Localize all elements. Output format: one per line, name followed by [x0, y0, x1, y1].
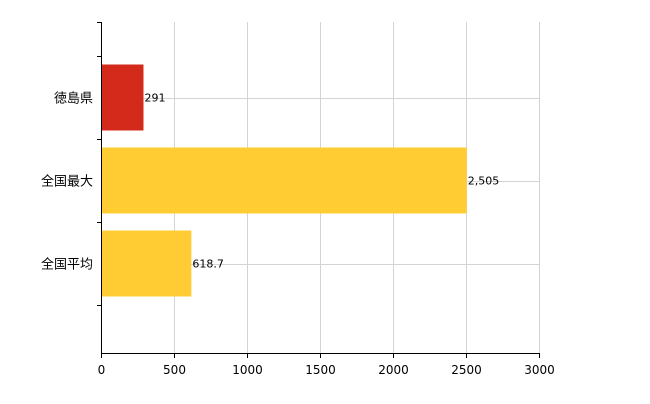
- bar-0: [101, 64, 144, 131]
- bar-1: [101, 147, 467, 214]
- labels: 291 徳島県 2,505 全国最大 618.7 全国平均 0 500 1000 1500 2000…: [41, 92, 555, 378]
- x-tick-label-3: 1500: [305, 363, 336, 377]
- x-tick-label-0: 0: [98, 363, 106, 377]
- x-tick-label-2: 1000: [232, 363, 263, 377]
- bars: [101, 64, 467, 297]
- category-label-0: 徳島県: [54, 92, 93, 107]
- x-tick-label-6: 3000: [524, 363, 555, 377]
- bar-2: [101, 230, 192, 297]
- data-label-2: 618.7: [192, 258, 224, 271]
- data-label-0: 291: [144, 92, 165, 105]
- axes: [97, 22, 540, 358]
- x-tick-label-1: 500: [163, 363, 186, 377]
- x-tick-label-4: 2000: [378, 363, 409, 377]
- data-label-1: 2,505: [468, 175, 500, 188]
- category-label-1: 全国最大: [41, 174, 93, 190]
- x-tick-label-5: 2500: [451, 363, 482, 377]
- category-label-2: 全国平均: [41, 257, 93, 273]
